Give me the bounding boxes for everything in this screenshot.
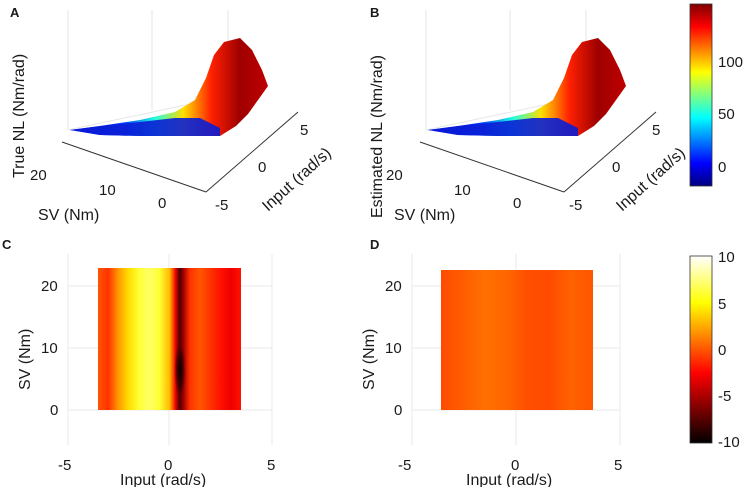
panel-a-zlabel: True NL (Nm/rad) — [11, 54, 28, 178]
panel-c-heatmap — [98, 268, 241, 410]
colorbar-top-tick: 50 — [718, 106, 735, 123]
panel-b-ytick: -5 — [569, 197, 582, 214]
panel-b-floor-axes — [419, 111, 657, 193]
panel-c-x-ticks: -5 0 5 — [58, 457, 275, 474]
panel-c-xlabel: Input (rad/s) — [120, 472, 206, 487]
panel-b-zlabel: Estimated NL (Nm/rad) — [369, 55, 386, 218]
panel-d-xlabel: Input (rad/s) — [466, 472, 552, 487]
colorbar-top-ticks: 100 50 0 — [718, 54, 743, 176]
panel-c-ytick: 0 — [50, 402, 58, 419]
panel-c-label: C — [2, 237, 12, 252]
panel-b-ytick: 5 — [652, 122, 660, 139]
panel-a-xtick: 20 — [30, 167, 47, 184]
colorbar-bottom-tick: -10 — [718, 434, 740, 451]
panel-a-label: A — [10, 5, 20, 20]
panel-a-ylabel: Input (rad/s) — [259, 145, 334, 215]
panel-d-ytick: 10 — [385, 340, 402, 357]
panel-b-label: B — [370, 5, 379, 20]
panel-a-xlabel: SV (Nm) — [38, 207, 99, 224]
colorbar-bottom-tick: -5 — [718, 388, 731, 405]
colorbar-top-tick: 100 — [718, 54, 743, 71]
panel-b-x-ticks: 20 10 0 — [386, 167, 521, 212]
colorbar-top-tick: 0 — [718, 159, 726, 176]
panel-a-x-ticks: 20 10 0 — [30, 167, 166, 212]
panel-d-ylabel: SV (Nm) — [361, 329, 378, 390]
panel-c-ylabel: SV (Nm) — [17, 329, 34, 390]
panel-a-floor — [70, 118, 220, 136]
colorbar-bottom-tick: 10 — [718, 249, 735, 266]
panel-d-y-ticks: 20 10 0 — [385, 278, 402, 419]
panel-b-floor — [428, 118, 578, 136]
panel-d-heatmap — [441, 270, 593, 410]
panel-a-ytick: -5 — [215, 197, 228, 214]
panel-c-ytick: 20 — [41, 278, 58, 295]
panel-a-ytick: 5 — [300, 122, 308, 139]
colorbar-bottom: 10 5 0 -5 -10 — [689, 249, 740, 451]
colorbar-bottom-ticks: 10 5 0 -5 -10 — [718, 249, 740, 451]
panel-a-y-ticks: -5 0 5 — [215, 122, 308, 214]
panel-c-xtick: -5 — [58, 457, 71, 474]
panel-d-label: D — [370, 237, 379, 252]
panel-d-ytick: 20 — [385, 278, 402, 295]
colorbar-bottom-tick: 0 — [718, 342, 726, 359]
panel-a-floor-axes — [61, 111, 299, 193]
colorbar-top: 100 50 0 — [689, 3, 743, 187]
panel-c-xtick: 0 — [164, 457, 172, 474]
panel-d-x-ticks: -5 0 5 — [398, 457, 622, 474]
colorbar-top-gradient — [689, 3, 713, 187]
panel-a-xtick: 0 — [158, 195, 166, 212]
panel-d: D -5 0 5 20 10 0 Input (rad/s) SV (Nm) — [361, 237, 622, 487]
panel-d-xtick: 5 — [614, 457, 622, 474]
panel-a-surface — [70, 38, 268, 136]
panel-c-dark-region — [174, 340, 186, 400]
panel-c-y-ticks: 20 10 0 — [41, 278, 58, 419]
panel-c-xtick: 5 — [267, 457, 275, 474]
panel-d-ytick: 0 — [394, 402, 402, 419]
panel-c: C -5 0 5 20 10 0 Input (rad/s) SV (Nm) — [2, 237, 275, 487]
panel-b-xtick: 10 — [454, 182, 471, 199]
panel-c-ytick: 10 — [41, 340, 58, 357]
panel-a: A 20 10 0 -5 0 5 SV (Nm) Input (rad/s) T… — [10, 5, 335, 224]
panel-b-y-ticks: -5 0 5 — [569, 122, 660, 214]
panel-b-xtick: 0 — [513, 195, 521, 212]
colorbar-bottom-tick: 5 — [718, 296, 726, 313]
colorbar-bottom-gradient — [689, 255, 713, 444]
panel-a-xtick: 10 — [99, 182, 116, 199]
panel-d-xtick: 0 — [511, 457, 519, 474]
panel-b: B 20 10 0 -5 0 5 SV (Nm) Input (rad/s) E… — [369, 5, 689, 224]
panel-b-ylabel: Input (rad/s) — [613, 145, 688, 215]
panel-b-ytick: 0 — [612, 159, 620, 176]
panel-b-xtick: 20 — [386, 167, 403, 184]
panel-a-ytick: 0 — [258, 159, 266, 176]
panel-b-xlabel: SV (Nm) — [394, 207, 455, 224]
panel-b-surface — [428, 38, 626, 136]
panel-d-xtick: -5 — [398, 457, 411, 474]
